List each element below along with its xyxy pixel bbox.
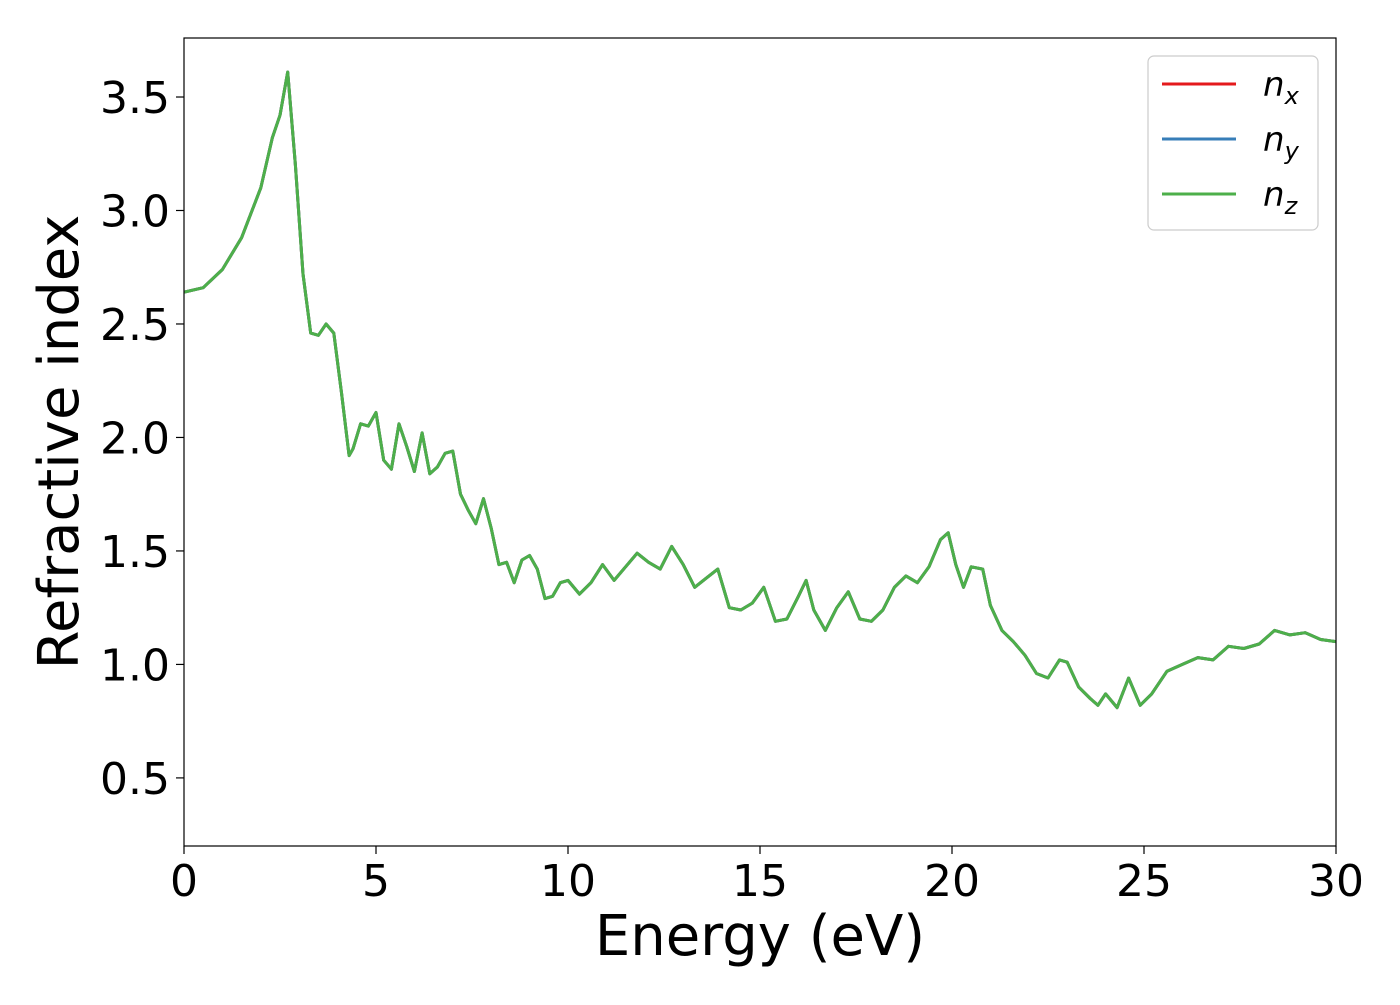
x-tick-label: 0	[170, 856, 198, 907]
x-axis-title: Energy (eV)	[595, 904, 925, 969]
legend-label-base: n	[1263, 120, 1285, 160]
y-tick-label: 1.0	[100, 640, 170, 691]
x-tick-label: 5	[362, 856, 390, 907]
y-tick-label: 0.5	[100, 754, 170, 805]
x-tick-label: 15	[732, 856, 788, 907]
x-axis: 0 5 10 15 20 25 30	[170, 846, 1364, 907]
legend-label-subscript: z	[1284, 192, 1299, 220]
y-tick-label: 2.5	[100, 300, 170, 351]
y-tick-label: 3.5	[100, 73, 170, 124]
y-tick-label: 1.5	[100, 527, 170, 578]
x-tick-label: 30	[1308, 856, 1364, 907]
series-line-n-z	[184, 70, 1336, 710]
legend-label-base: n	[1263, 65, 1285, 105]
y-axis: 0.5 1.0 1.5 2.0 2.5 3.0 3.5	[100, 73, 184, 805]
y-tick-label: 2.0	[100, 413, 170, 464]
legend-label-subscript: x	[1284, 82, 1300, 110]
legend-label-subscript: y	[1284, 137, 1300, 165]
legend-label-ny: ny	[1263, 120, 1300, 165]
legend-box	[1147, 55, 1319, 231]
y-axis-title: Refractive index	[27, 215, 92, 670]
legend-label-nx: nx	[1263, 65, 1300, 110]
x-tick-label: 10	[540, 856, 596, 907]
plot-area	[184, 70, 1336, 710]
legend-label-nz: nz	[1263, 175, 1299, 220]
y-tick-label: 3.0	[100, 186, 170, 237]
x-tick-label: 25	[1116, 856, 1172, 907]
x-tick-label: 20	[924, 856, 980, 907]
legend-label-base: n	[1263, 175, 1285, 215]
